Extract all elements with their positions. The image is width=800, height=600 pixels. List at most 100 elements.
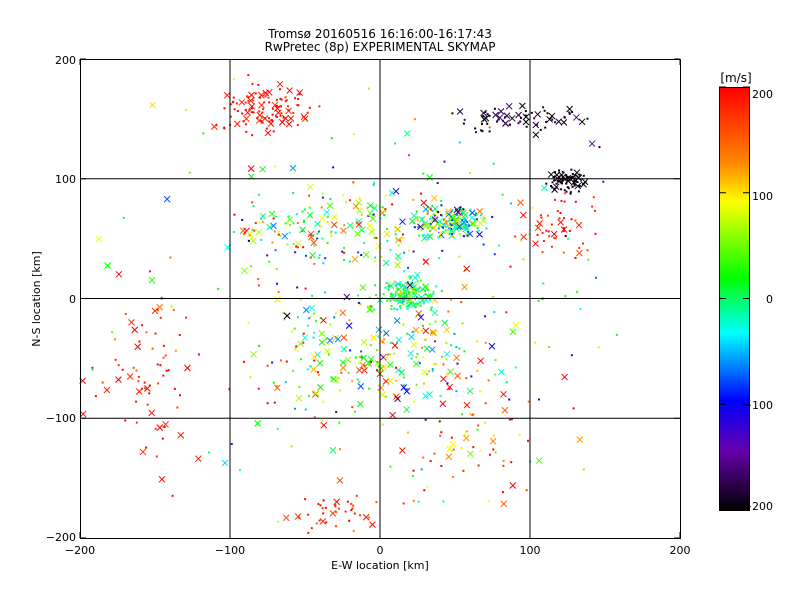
x-ticks [79,59,681,538]
data-point [275,98,278,101]
x-tick-labels: −200 −100 0 100 200 [65,544,691,557]
data-point [398,369,406,376]
data-point [446,220,449,223]
data-point [310,527,313,530]
data-point [309,315,312,318]
data-point [443,160,446,163]
y-axis-label: N-S location [km] [30,251,43,347]
data-point [527,439,530,442]
data-point [383,230,391,238]
data-point [235,102,238,105]
data-point [509,265,512,268]
data-point [338,507,341,510]
data-point [449,229,452,232]
data-point [462,208,465,211]
data-point [245,130,248,133]
data-point [357,294,360,297]
data-point [154,427,157,430]
data-point [318,254,321,257]
data-point [210,123,218,130]
data-point [396,258,399,261]
data-point [508,418,511,421]
data-point [177,431,185,439]
colorbar-tick-label: 200 [752,88,773,101]
data-point [360,350,363,353]
data-point [148,392,151,395]
data-point [309,252,316,259]
data-point [445,222,448,225]
data-point [458,255,461,258]
data-point [429,294,432,297]
data-point [233,108,236,111]
data-point [463,265,470,273]
data-point [476,428,479,431]
data-point [480,115,488,123]
data-point [395,299,398,302]
data-point [368,363,371,366]
data-point [460,225,463,228]
data-point [416,280,419,283]
data-point [563,216,566,219]
data-point [233,213,236,216]
data-point [326,202,334,210]
data-point [421,324,424,327]
data-point [250,111,253,114]
data-point [178,334,181,337]
data-point [149,101,156,109]
data-point [322,400,325,403]
data-point [365,359,372,367]
data-point [578,118,586,126]
data-point [274,249,277,252]
data-point [463,434,470,442]
data-point [319,225,322,228]
data-point [271,361,274,364]
data-point [477,357,485,365]
data-point [295,394,303,402]
data-point [258,110,261,113]
data-point [413,360,420,368]
data-point [317,371,320,374]
data-point [369,344,372,347]
data-point [301,334,309,342]
data-point [217,287,220,290]
data-point [486,122,489,125]
data-point [541,231,544,234]
x-tick-label: 0 [377,544,384,557]
data-point [154,332,157,335]
data-point [387,284,390,287]
data-point [103,386,111,394]
data-point [257,278,260,281]
data-point [134,343,142,351]
data-point [304,287,307,290]
data-point [272,217,275,220]
data-point [514,366,517,369]
data-point [369,521,376,528]
data-point [223,91,231,99]
data-point [275,115,278,118]
data-point [438,232,441,235]
data-point [353,410,356,413]
data-point [514,235,517,238]
colorbar-label: [m/s] [720,71,751,85]
data-point [296,89,304,97]
data-point [562,230,565,233]
data-point [450,209,453,212]
data-point [454,372,461,380]
data-point [384,208,387,211]
data-point [543,109,546,112]
data-point [475,212,478,215]
data-point [415,296,418,299]
data-point [456,362,459,365]
data-point [313,416,316,419]
data-point [386,228,389,231]
data-point [432,218,435,221]
data-point [479,390,482,393]
data-point [508,114,516,122]
data-point [482,243,485,246]
data-point [593,209,596,212]
data-point [582,174,585,177]
data-point [517,122,520,125]
data-point [449,440,457,448]
data-point [410,341,418,349]
data-point [484,341,487,344]
